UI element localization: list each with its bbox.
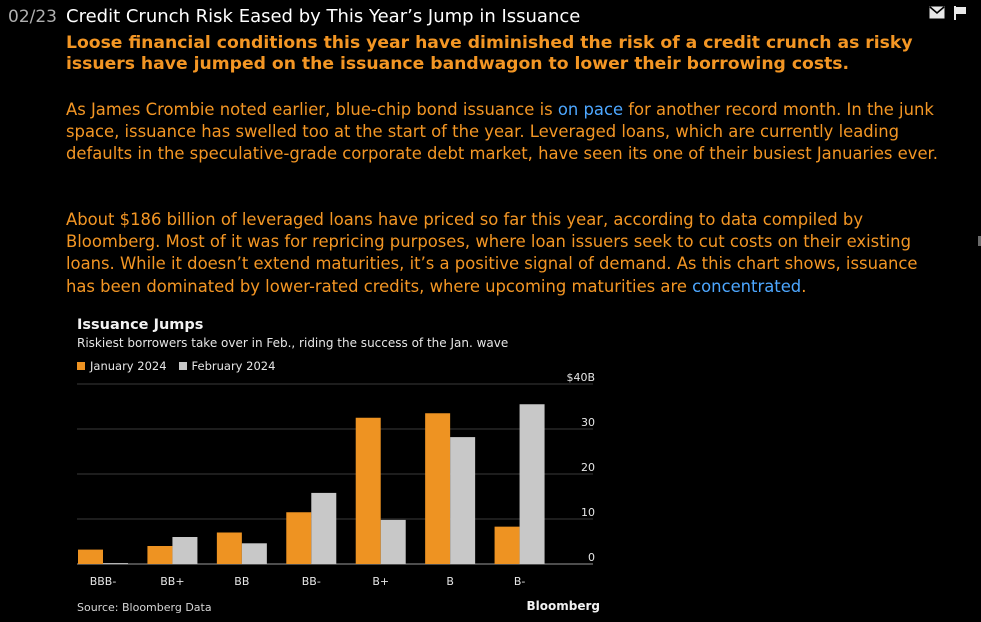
bar-february: [172, 537, 198, 564]
bar-february: [103, 563, 128, 564]
legend-label: January 2024: [90, 359, 167, 373]
issuance-chart: 0 10 20 30 $40B BBB- BB+ BB BB- B+ B B- Issuance Ju…: [66, 313, 611, 619]
header-actions: [929, 6, 967, 20]
x-tick-label: BB-: [302, 575, 321, 588]
y-tick-label: 30: [581, 416, 595, 429]
y-tick-label: 20: [581, 461, 595, 474]
legend-swatch: [77, 362, 85, 370]
chart-title: Issuance Jumps: [77, 317, 204, 333]
on-pace-link[interactable]: on pace: [557, 100, 624, 119]
body-paragraph: As James Crombie noted earlier, blue-chi…: [66, 99, 946, 166]
legend-label: February 2024: [191, 359, 276, 373]
body-paragraph: About $186 billion of leveraged loans ha…: [66, 209, 946, 298]
bar-january: [494, 526, 520, 564]
x-tick-label: BB: [234, 575, 249, 588]
story-dek: Loose financial conditions this year hav…: [66, 33, 913, 74]
bar-february: [519, 404, 545, 564]
story-date: 02/23: [8, 7, 57, 27]
mail-icon[interactable]: [929, 6, 945, 20]
bar-january: [355, 417, 381, 564]
y-tick-label: $40B: [566, 371, 595, 384]
bar-january: [286, 512, 312, 564]
legend-item-february: February 2024: [178, 359, 276, 373]
chart-legend: January 2024 February 2024: [77, 359, 275, 373]
story-headline[interactable]: Credit Crunch Risk Eased by This Year’s …: [66, 6, 581, 27]
chart-subtitle: Riskiest borrowers take over in Feb., ri…: [77, 336, 509, 350]
bar-january: [78, 549, 103, 564]
paragraph-text: About $186 billion of leveraged loans ha…: [66, 210, 918, 296]
scrollbar-thumb[interactable]: [978, 236, 981, 246]
bloomberg-logo: Bloomberg: [526, 599, 601, 613]
x-tick-label: B-: [514, 575, 526, 588]
y-tick-label: 10: [581, 506, 595, 519]
bar-february: [311, 492, 337, 564]
x-tick-label: BB+: [160, 575, 184, 588]
bar-february: [241, 543, 267, 564]
concentrated-link[interactable]: concentrated: [692, 276, 802, 296]
paragraph-text: for another record month. In the junk sp…: [66, 100, 938, 164]
chart-source: Source: Bloomberg Data: [77, 601, 212, 614]
legend-swatch: [178, 362, 187, 370]
y-tick-label: 0: [588, 551, 595, 564]
x-tick-label: B+: [372, 575, 389, 588]
bar-january: [216, 532, 242, 564]
x-tick-label: B: [446, 575, 454, 588]
bar-january: [425, 413, 451, 564]
bar-february: [380, 519, 406, 564]
x-tick-label: BBB-: [90, 575, 117, 588]
bar-february: [450, 437, 476, 564]
flag-icon[interactable]: [953, 6, 967, 20]
paragraph-text: .: [801, 276, 807, 296]
paragraph-text: As James Crombie noted earlier, blue-chi…: [66, 100, 558, 119]
legend-item-january: January 2024: [77, 359, 167, 373]
bar-january: [147, 546, 173, 564]
